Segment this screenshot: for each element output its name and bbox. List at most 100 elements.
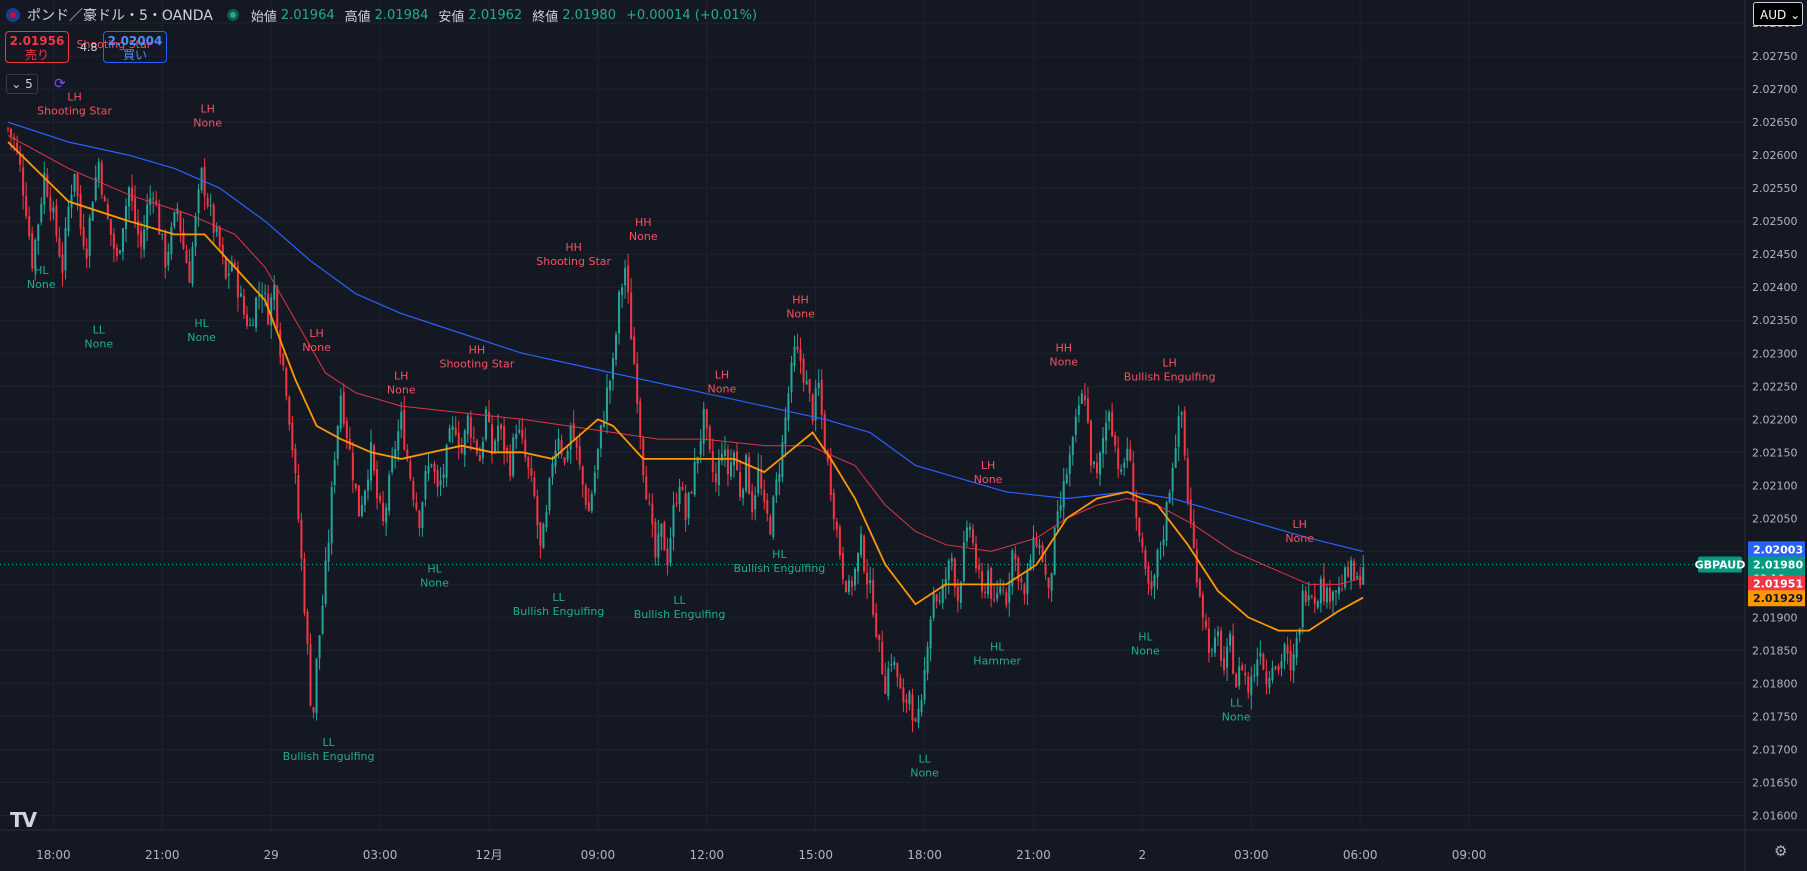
candle-body (693, 461, 696, 495)
candle-body (457, 432, 460, 448)
candle-body (1020, 578, 1023, 582)
candle-body (1041, 545, 1044, 563)
candle-body (1286, 644, 1289, 654)
candle-body (351, 452, 354, 481)
candle-body (88, 217, 91, 256)
candle-body (1162, 539, 1165, 545)
candle-body (370, 442, 372, 481)
pattern-label-line: LL (1230, 697, 1243, 710)
candle-body (1262, 654, 1265, 670)
candle-body (1347, 566, 1350, 577)
candle-body (466, 415, 469, 434)
candle-body (218, 226, 221, 247)
candle-body (327, 542, 330, 562)
candle-body (1325, 587, 1328, 603)
candle-body (158, 204, 161, 235)
candle-body (1289, 650, 1292, 670)
candle-body (793, 346, 796, 366)
candle-body (1213, 637, 1216, 653)
y-tick-label: 2.02500 (1752, 215, 1798, 228)
candle-body (1144, 549, 1147, 570)
buy-button[interactable]: 2.02004 買い (103, 31, 167, 63)
candle-body (421, 502, 424, 528)
sync-icon[interactable]: ⟳ (54, 76, 66, 92)
pattern-label-line: None (629, 230, 658, 243)
candle-body (76, 174, 79, 197)
candle-body (1050, 573, 1053, 591)
candle-body (881, 642, 884, 675)
candle-body (297, 474, 300, 520)
candle-body (315, 658, 318, 714)
candle-body (524, 439, 527, 458)
candle-body (164, 232, 167, 268)
y-tick-label: 2.02700 (1752, 83, 1798, 96)
candle-body (717, 460, 720, 485)
candle-body (1059, 505, 1062, 511)
candle-body (134, 197, 137, 223)
candle-body (1210, 649, 1213, 651)
candle-body (339, 395, 342, 429)
x-tick-label: 09:00 (581, 848, 616, 862)
candle-body (394, 449, 397, 457)
candle-body (938, 600, 941, 602)
candle-body (330, 486, 333, 544)
candle-body (778, 473, 781, 482)
candle-body (1105, 423, 1108, 441)
candle-body (354, 483, 357, 489)
candle-body (590, 493, 593, 512)
sell-button[interactable]: 2.01956 売り (5, 31, 69, 63)
open-label: 始値 (250, 9, 277, 25)
candle-body (1008, 582, 1011, 603)
candle-body (46, 174, 49, 197)
candle-body (16, 142, 19, 152)
candle-body (1077, 405, 1080, 416)
price-tag-bg (1748, 590, 1805, 607)
candle-body (548, 478, 551, 511)
symbol-title[interactable]: ポンド／豪ドル・5・OANDA (27, 8, 213, 24)
pattern-label-line: LL (918, 753, 931, 766)
candle-body (751, 491, 754, 513)
candle-body (215, 227, 218, 233)
price-tag-bg (1748, 575, 1805, 592)
pattern-label-line: Shooting Star (439, 357, 514, 370)
y-tick-label: 2.01850 (1752, 644, 1798, 657)
candle-body (103, 197, 106, 202)
candle-body (950, 558, 953, 562)
pattern-label-line: LH (309, 327, 323, 340)
candle-body (923, 669, 926, 701)
currency-selector[interactable]: AUD ⌄ (1753, 2, 1803, 26)
candle-body (596, 449, 599, 470)
candle-body (373, 445, 376, 471)
candle-body (82, 226, 85, 247)
candle-body (445, 444, 448, 478)
candle-body (1238, 666, 1241, 686)
candle-body (663, 522, 666, 551)
candle-body (448, 428, 451, 442)
time-axis[interactable]: 18:00 21:00 29 03:00 12月 09:00 12:00 15:00 18:00… (36, 848, 1486, 862)
tradingview-logo[interactable]: TV (10, 808, 37, 832)
gear-icon[interactable]: ⚙ (1774, 842, 1788, 860)
candle-body (618, 291, 621, 334)
candle-body (953, 559, 956, 588)
interval-toggle[interactable]: ⌄ 5 (6, 74, 38, 94)
x-tick-label: 03:00 (1234, 848, 1269, 862)
buy-label: 買い (122, 48, 147, 62)
candle-body (140, 231, 143, 247)
candle-body (1359, 575, 1362, 586)
currency-value: AUD (1760, 8, 1787, 22)
market-status-icon[interactable] (226, 9, 239, 21)
candle-body (300, 519, 303, 559)
candle-body (893, 661, 896, 666)
candle-body (1319, 578, 1322, 604)
candle-body (975, 543, 977, 569)
candle-body (962, 542, 965, 582)
candle-body (1056, 511, 1059, 528)
pattern-label-line: None (708, 382, 737, 395)
candle-body (645, 476, 648, 500)
candle-body (491, 424, 493, 455)
price-axis[interactable]: 2.028002.027502.027002.026502.026002.025… (1752, 17, 1798, 822)
